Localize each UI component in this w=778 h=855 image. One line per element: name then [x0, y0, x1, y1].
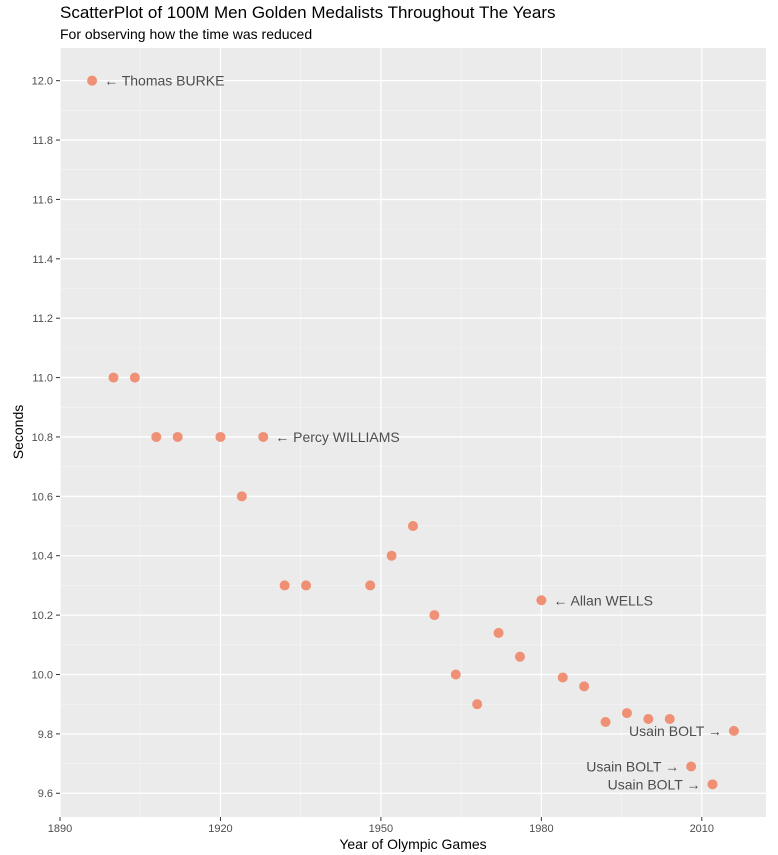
x-tick-label: 2010 — [690, 823, 714, 835]
data-point — [450, 669, 461, 680]
data-point — [172, 431, 183, 442]
y-tick-label: 11.0 — [32, 373, 53, 385]
data-point — [365, 580, 376, 591]
data-point — [557, 672, 568, 683]
data-points — [87, 75, 739, 790]
data-point — [408, 521, 418, 532]
data-point — [301, 580, 312, 591]
y-tick-label: 11.2 — [32, 313, 53, 325]
y-tick-label: 9.6 — [38, 788, 53, 800]
x-axis-title: Year of Olympic Games — [339, 836, 486, 852]
y-tick-label: 9.8 — [38, 729, 53, 741]
y-tick-label: 10.4 — [32, 551, 53, 563]
y-tick-label: 11.6 — [32, 194, 53, 206]
data-point — [600, 716, 611, 727]
point-annotation: Usain BOLT → — [586, 759, 679, 775]
chart-title: ScatterPlot of 100M Men Golden Medalists… — [60, 3, 556, 22]
data-point — [151, 431, 162, 442]
y-tick-label: 10.2 — [32, 610, 53, 622]
x-tick-label: 1920 — [208, 823, 232, 835]
data-point — [728, 725, 739, 736]
data-point — [279, 580, 290, 591]
data-point — [536, 595, 547, 606]
point-annotation: Usain BOLT → — [629, 723, 722, 739]
data-point — [472, 699, 483, 710]
point-annotation: ← Allan WELLS — [553, 592, 653, 608]
point-annotation: ← Percy WILLIAMS — [275, 429, 399, 445]
data-point — [87, 75, 98, 86]
data-point — [129, 372, 140, 383]
y-tick-label: 10.8 — [32, 432, 53, 444]
y-tick-label: 10.6 — [32, 491, 53, 503]
data-point — [386, 550, 397, 561]
data-point — [686, 761, 697, 772]
data-point — [579, 681, 590, 692]
x-tick-label: 1980 — [529, 823, 553, 835]
plot-panel — [60, 48, 766, 817]
data-point — [664, 714, 675, 725]
point-annotation: ← Thomas BURKE — [104, 73, 224, 89]
chart-subtitle: For observing how the time was reduced — [60, 26, 312, 42]
y-tick-label: 12.0 — [32, 76, 53, 88]
y-tick-label: 11.8 — [32, 135, 53, 147]
annotations: ← Thomas BURKE ← Percy WILLIAMS ← Allan WE… — [104, 73, 722, 793]
data-point — [429, 610, 440, 621]
data-point — [258, 431, 269, 442]
x-tick-label: 1950 — [369, 823, 393, 835]
y-axis-title: Seconds — [10, 405, 26, 459]
data-point — [707, 779, 718, 790]
y-tick-label: 10.0 — [32, 669, 53, 681]
axes: 1890 1920 1950 1980 2010 9.6 9.8 10.0 10.2 10.4 10… — [32, 76, 714, 835]
x-tick-label: 1890 — [48, 823, 72, 835]
data-point — [493, 627, 504, 638]
point-annotation: Usain BOLT → — [608, 776, 701, 792]
data-point — [108, 372, 119, 383]
data-point — [621, 708, 632, 719]
data-point — [643, 714, 654, 725]
data-point — [236, 491, 247, 502]
data-point — [514, 651, 525, 662]
data-point — [215, 431, 226, 442]
y-tick-label: 11.4 — [32, 254, 53, 266]
